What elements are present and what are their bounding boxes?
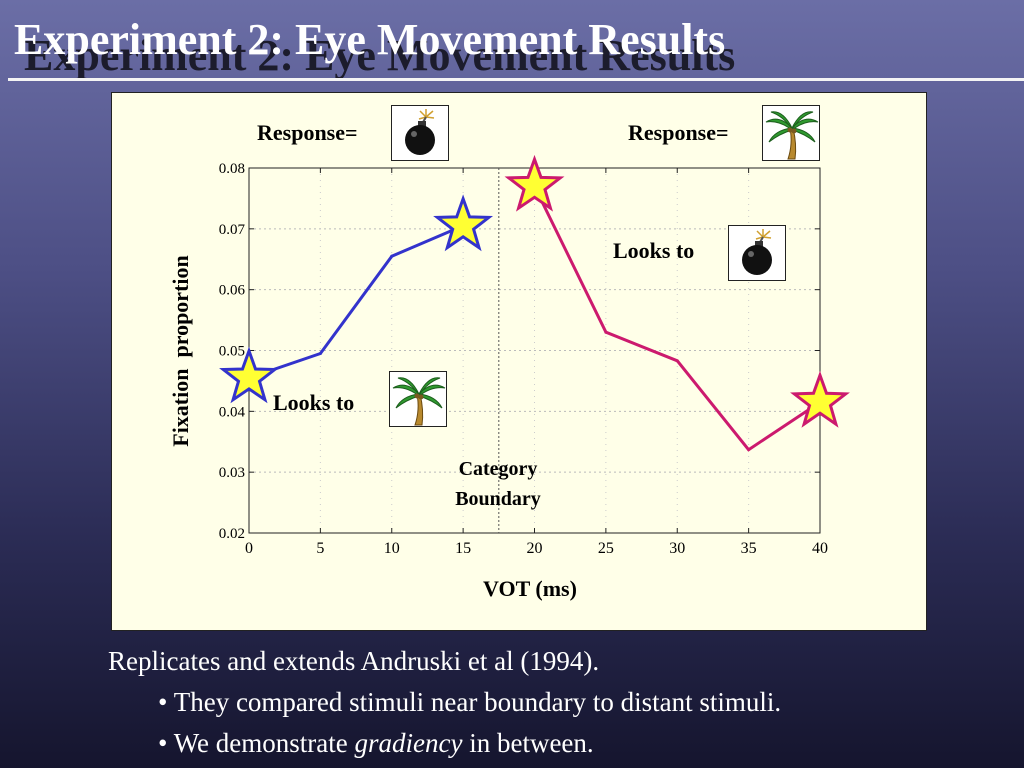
y-tick-label: 0.02 xyxy=(219,526,245,542)
response-left-icon-frame xyxy=(391,105,449,161)
bullet-2: • We demonstrate gradiency in between. xyxy=(158,728,594,759)
data-point xyxy=(675,359,679,363)
y-tick-label: 0.05 xyxy=(219,344,245,360)
boundary-label-line1: Category xyxy=(459,458,538,480)
y-axis-label: Fixation proportion xyxy=(168,255,193,447)
looks-to-palm-icon-frame xyxy=(389,371,447,427)
response-right-label: Response= xyxy=(628,120,729,145)
bullet-2-emph: gradiency xyxy=(354,728,463,758)
x-tick-label: 35 xyxy=(741,540,757,557)
data-point xyxy=(318,352,322,356)
x-tick-label: 15 xyxy=(455,540,471,557)
looks-to-bomb-label: Looks to xyxy=(613,238,695,263)
data-point xyxy=(390,254,394,258)
star-marker xyxy=(219,346,279,404)
slide-title-shadow: Experiment 2: Eye Movement Results xyxy=(24,31,736,80)
data-point xyxy=(604,330,608,334)
series-line-1 xyxy=(248,224,464,380)
bullet-1: • They compared stimuli near boundary to… xyxy=(158,687,781,718)
data-point xyxy=(747,448,751,452)
fixation-chart: 0.02 0.03 0.04 0.05 0.06 0.07 0.08 0 5 10 15 20 25 30… xyxy=(168,154,850,601)
slide-title: Experiment 2: Eye Movement Results xyxy=(14,15,726,64)
y-tick-label: 0.07 xyxy=(219,222,246,238)
bomb-icon xyxy=(405,109,435,155)
palm-tree-icon xyxy=(765,111,819,160)
x-tick-label: 30 xyxy=(669,540,685,557)
looks-to-palm-label: Looks to xyxy=(273,390,355,415)
star-marker xyxy=(433,194,494,252)
x-tick-label: 5 xyxy=(316,540,324,557)
bullet-2-marker: • xyxy=(158,728,168,758)
y-tick-label: 0.04 xyxy=(219,404,246,420)
bullet-2-pre: We demonstrate xyxy=(173,728,355,758)
chart-panel: 0.02 0.03 0.04 0.05 0.06 0.07 0.08 0 5 10 15 20 25 30… xyxy=(111,92,927,631)
x-tick-label: 20 xyxy=(527,540,543,557)
x-axis-label: VOT (ms) xyxy=(483,576,577,601)
bullet-2-post: in between. xyxy=(462,728,594,758)
star-marker xyxy=(790,370,850,428)
looks-to-bomb-icon-frame xyxy=(728,225,786,281)
y-tick-label: 0.06 xyxy=(219,283,246,299)
bullet-1-text: They compared stimuli near boundary to d… xyxy=(173,687,782,717)
star-marker xyxy=(504,154,565,212)
slide-title-wrap: Experiment 2: Eye Movement Results Exper… xyxy=(14,14,1014,84)
title-underline xyxy=(8,78,1024,81)
response-left-label: Response= xyxy=(257,120,358,145)
bullet-1-marker: • xyxy=(158,687,168,717)
response-right-icon-frame xyxy=(762,105,820,161)
bomb-icon xyxy=(742,229,772,275)
body-line: Replicates and extends Andruski et al (1… xyxy=(108,646,600,676)
marker-layer xyxy=(219,154,850,452)
palm-tree-icon xyxy=(392,377,446,426)
x-tick-label: 25 xyxy=(598,540,614,557)
boundary-label-line2: Boundary xyxy=(455,488,541,510)
x-tick-label: 0 xyxy=(245,540,253,557)
x-tick-label: 10 xyxy=(384,540,400,557)
y-tick-label: 0.03 xyxy=(219,465,245,481)
x-tick-label: 40 xyxy=(812,540,828,557)
y-tick-label: 0.08 xyxy=(219,161,245,177)
